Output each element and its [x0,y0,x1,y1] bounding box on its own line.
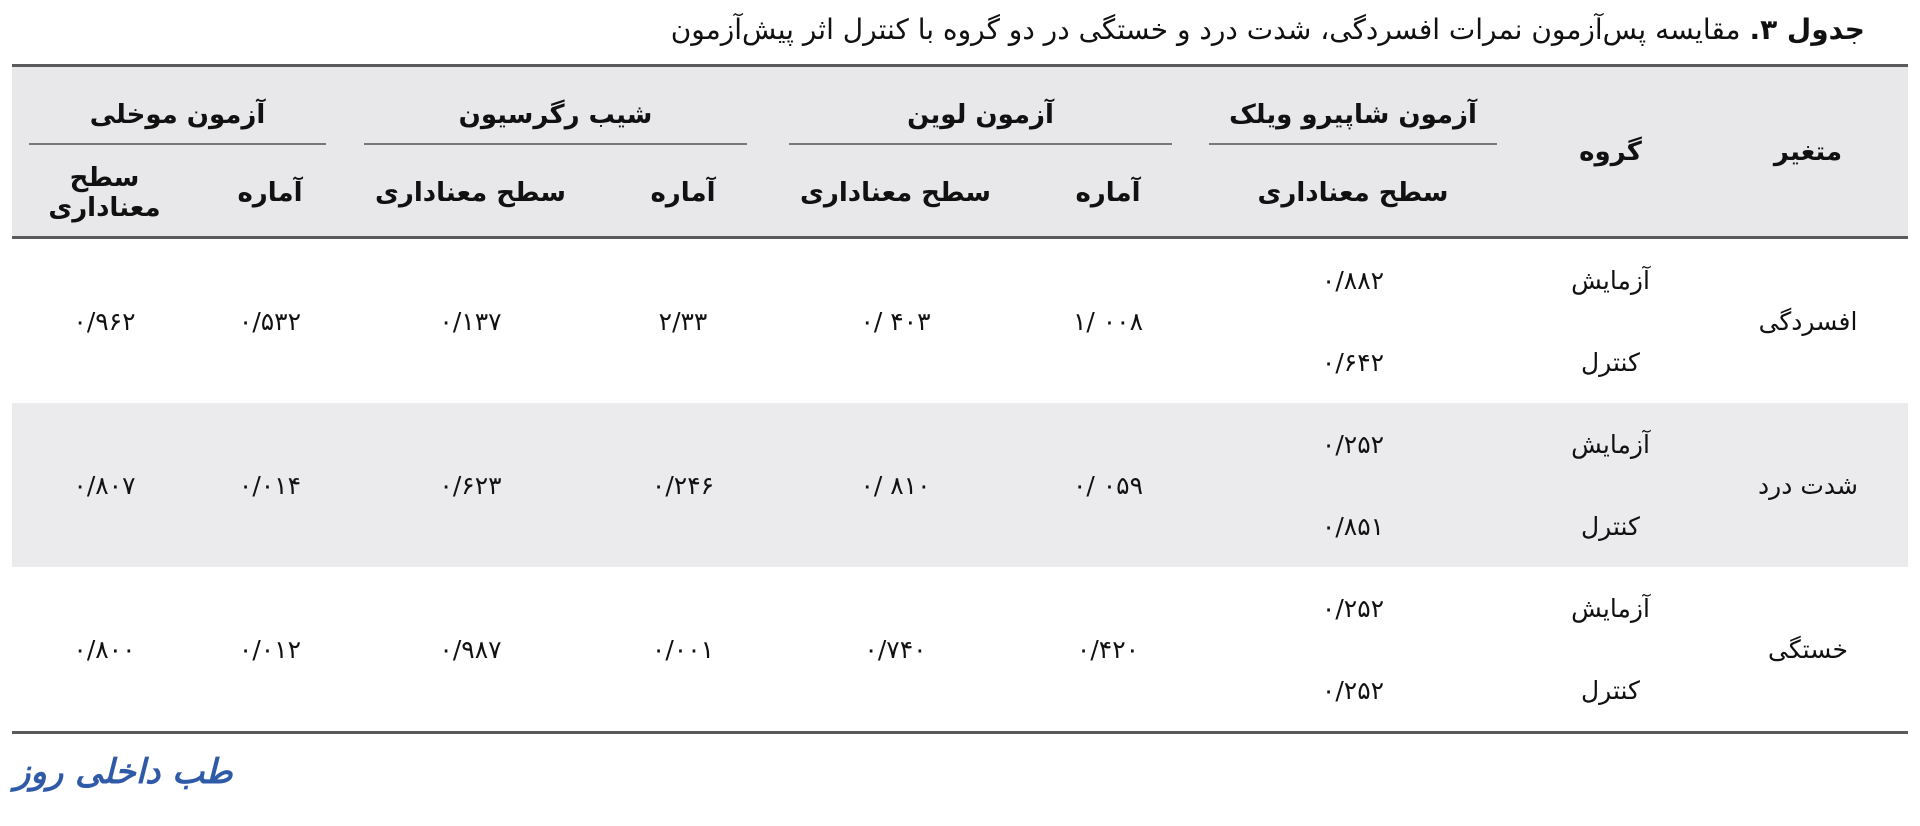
mauchly-sig-value: ۰/۸۰۷ [11,403,197,568]
levene-stat-value: ۰/۴۲۰ [1076,634,1140,664]
levene-sig-value: ۰/ ۴۰۳ [860,306,931,336]
header-mauchly-sig: سطح معناداری [11,145,197,238]
shapiro-sig-value: ۰/۶۴۲ [1321,347,1385,377]
table-caption-text: مقایسه پس‌آزمون نمرات افسردگی، شدت درد و… [670,13,1750,46]
group-label: کنترل [1513,485,1708,568]
levene-sig-value: ۰/ ۸۱۰ [768,403,1023,568]
table-row: کنترل ۰/۶۴۲ [12,321,1908,403]
header-regression-sig: سطح معناداری [342,145,598,238]
regression-sig-value: ۰/۹۸۷ [439,634,502,664]
header-mauchly-test: آزمون موخلی [11,65,343,146]
journal-logo: طب داخلی روز [14,752,234,792]
header-levene-stat: آماره [1023,145,1193,238]
table-caption: جدول ۳. مقایسه پس‌آزمون نمرات افسردگی، ش… [0,0,1920,48]
shapiro-sig-value: ۰/۲۵۲ [1321,593,1385,623]
table-row: خستگی آزمایش ۰/۲۵۲ ۰/۴۲۰ ۰/۷۴۰ ۰/۰۰۱ ۰/۹… [12,567,1908,664]
levene-stat-value: ۰/ ۰۵۹ [1023,403,1193,568]
header-group: گروه [1513,65,1708,238]
group-label: کنترل [1581,675,1640,705]
header-levene-test: آزمون لوین [768,65,1193,146]
header-shapiro-sig: سطح معناداری [1193,145,1513,238]
table-row: افسردگی آزمایش ۰/۸۸۲ ۱/ ۰۰۸ ۰/ ۴۰۳ ۲/۳۳ … [12,238,1908,336]
variable-pain: شدت درد [1708,403,1908,568]
header-variable: متغیر [1708,65,1908,238]
table-row: شدت درد آزمایش ۰/۲۵۲ ۰/ ۰۵۹ ۰/ ۸۱۰ ۰/۲۴۶… [11,403,1908,568]
mauchly-stat-value: ۰/۰۱۴ [196,403,343,568]
group-label: آزمایش [1571,593,1650,623]
table-row: کنترل ۰/۸۵۱ [12,485,1908,568]
mauchly-sig-value: ۰/۹۶۲ [73,306,136,336]
regression-stat-value: ۰/۲۴۶ [598,403,768,568]
group-label: کنترل [1581,347,1640,377]
regression-stat-value: ۲/۳۳ [658,306,708,336]
group-label: آزمایش [1571,265,1650,295]
regression-sig-value: ۰/۶۲۳ [342,403,598,568]
table-caption-number: جدول ۳. [1749,13,1865,46]
mauchly-sig-value: ۰/۸۰۰ [73,634,136,664]
mauchly-stat-value: ۰/۵۳۲ [238,306,302,336]
levene-sig-value: ۰/۷۴۰ [864,634,927,664]
header-shapiro-wilk-test: آزمون شاپیرو ویلک [1193,65,1513,146]
statistics-table: متغیر گروه آزمون شاپیرو ویلک آزمون لوین … [11,64,1908,735]
variable-depression: افسردگی [1758,306,1858,336]
header-regression-slope: شیب رگرسیون [342,65,768,146]
variable-fatigue: خستگی [1768,634,1848,664]
shapiro-sig-value: ۰/۲۵۲ [1193,403,1513,486]
mauchly-stat-value: ۰/۰۱۲ [238,634,302,664]
table-header: متغیر گروه آزمون شاپیرو ویلک آزمون لوین … [11,65,1908,238]
shapiro-sig-value: ۰/۸۸۲ [1321,265,1385,295]
table-row: کنترل ۰/۲۵۲ [12,649,1908,733]
header-regression-stat: آماره [598,145,768,238]
shapiro-sig-value: ۰/۲۵۲ [1321,675,1385,705]
group-label: آزمایش [1513,403,1708,486]
regression-sig-value: ۰/۱۳۷ [439,306,502,336]
shapiro-sig-value: ۰/۸۵۱ [1193,485,1513,568]
levene-stat-value: ۱/ ۰۰۸ [1072,306,1144,336]
header-levene-sig: سطح معناداری [768,145,1023,238]
header-mauchly-stat: آماره [196,145,343,238]
regression-stat-value: ۰/۰۰۱ [651,634,715,664]
journal-footer: طب داخلی روز [14,752,234,792]
